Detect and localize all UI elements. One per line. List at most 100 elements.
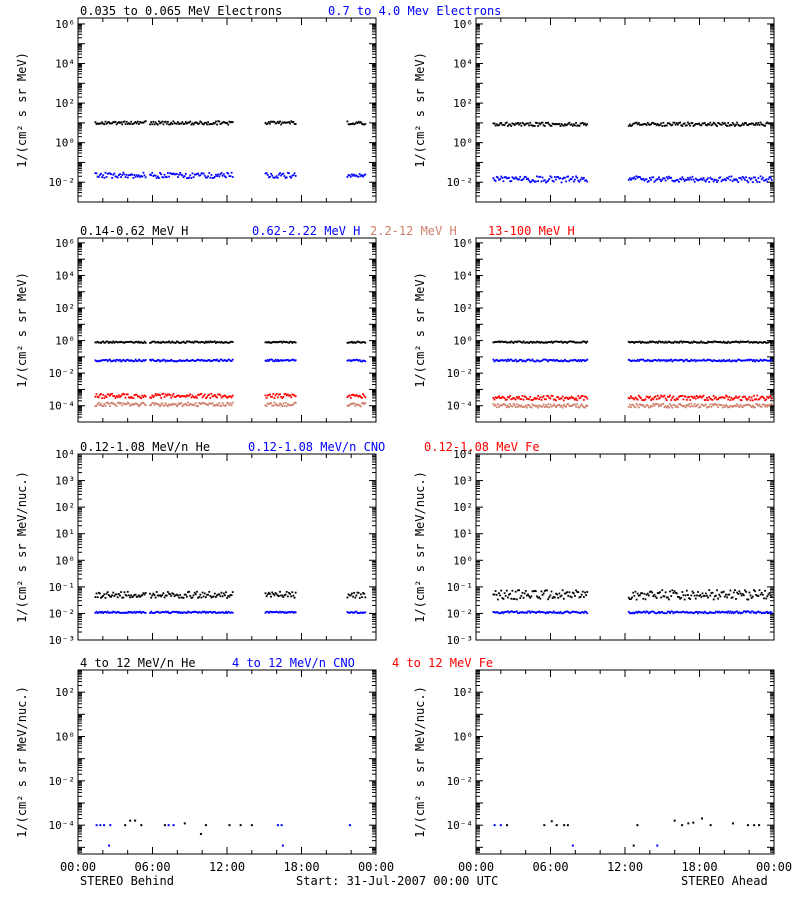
data-point [694,360,697,363]
data-point [510,597,513,600]
data-point [221,595,224,598]
data-point [216,611,218,614]
data-point [549,124,552,127]
data-point [289,122,291,125]
data-point [209,402,212,405]
data-point [583,398,585,401]
data-point [583,359,585,362]
data-point [722,611,725,614]
data-point [98,174,101,176]
data-point [526,397,528,400]
data-point [270,342,272,344]
data-point [673,359,676,361]
data-point [640,611,642,614]
data-point [584,360,586,362]
data-point [669,590,671,593]
data-point [107,393,110,396]
data-point [635,402,638,405]
data-point [284,359,287,362]
data-point [649,406,651,409]
data-point [572,180,575,183]
data-point [728,358,731,361]
data-point [94,611,97,614]
data-point [266,358,269,361]
data-point [114,397,117,399]
data-point [675,179,678,181]
data-point [692,612,695,615]
data-point [662,595,665,598]
data-point [650,359,652,362]
data-point [355,403,358,406]
data-point [200,611,203,614]
data-point [674,179,677,182]
data-point [736,341,739,343]
data-point [685,610,688,613]
series-black [94,120,367,126]
data-point [680,358,683,361]
data-point [126,590,129,593]
data-point [538,341,541,343]
data-point [197,172,199,175]
data-point [647,341,650,344]
data-point [119,612,121,614]
data-point [265,610,268,613]
data-point [714,403,717,406]
data-point [644,341,647,344]
data-point [276,594,279,597]
data-point [283,393,286,396]
data-point [529,341,532,343]
data-point [681,824,684,827]
data-point [740,594,743,597]
data-point [536,404,538,407]
data-point [691,175,694,178]
data-point [653,341,656,344]
data-point [719,123,722,126]
data-point [765,403,768,406]
y-tick-label: 10² [55,302,75,315]
data-point [737,340,740,343]
data-point [687,360,689,362]
data-point [635,360,638,362]
data-point [744,122,746,124]
data-point [518,612,520,614]
data-point [560,123,563,125]
data-point [348,404,351,406]
data-point [166,341,169,344]
data-point [225,122,227,125]
data-point [709,121,712,124]
data-point [523,592,526,595]
data-point [357,175,360,178]
data-point [292,121,295,123]
data-point [693,358,696,361]
data-point [636,358,639,361]
data-point [726,395,728,398]
data-point [505,406,508,409]
data-point [566,610,569,613]
data-point [501,358,504,361]
data-point [136,395,139,398]
data-point [123,120,126,123]
data-point [510,405,513,407]
data-point [219,358,222,361]
data-point [223,612,226,614]
data-point [115,593,118,596]
data-point [165,611,168,614]
data-point [581,359,584,361]
data-point [125,594,128,597]
data-point [503,397,506,400]
data-point [699,594,702,596]
data-point [173,122,176,125]
data-point [283,359,286,362]
data-point [695,395,698,397]
data-point [568,405,571,408]
data-point [545,589,547,592]
data-point [657,592,660,595]
data-point [204,596,207,599]
data-point [671,179,674,182]
data-point [357,591,360,594]
data-point [194,395,197,398]
data-point [641,123,644,126]
data-point [162,123,165,126]
data-point [496,340,499,343]
data-point [704,124,707,126]
